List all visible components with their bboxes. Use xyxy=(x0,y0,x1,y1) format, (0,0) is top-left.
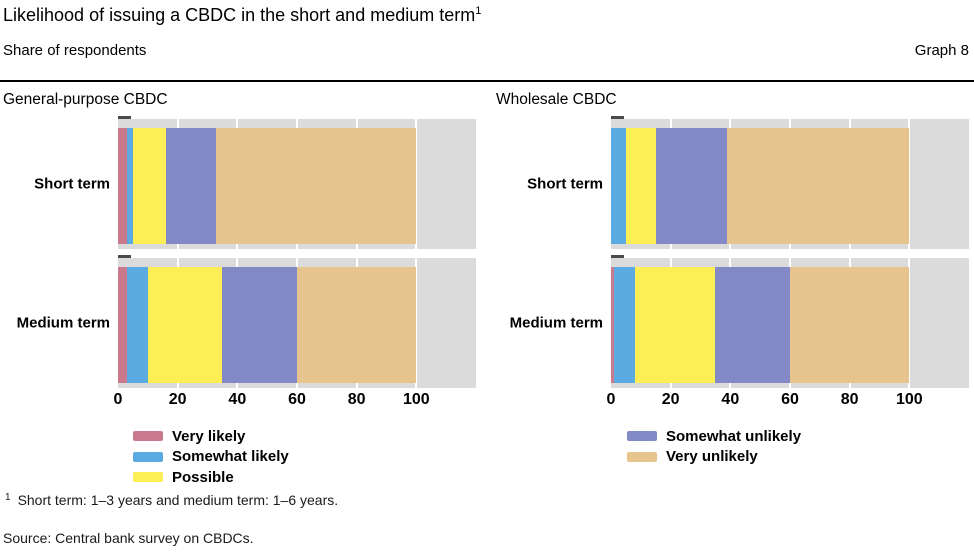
chart-general-purpose: Short term Medium term 0 20 40 60 80 100 xyxy=(17,116,476,408)
category-label: Short term xyxy=(527,175,603,193)
stacked-bar xyxy=(118,267,417,383)
bar-segment-very-likely xyxy=(118,267,127,383)
bar-segment-somewhat-likely xyxy=(126,128,133,244)
x-axis-tick-label: 60 xyxy=(288,391,306,408)
source-line: Source: Central bank survey on CBDCs. xyxy=(3,530,254,546)
bar-segment-possible xyxy=(634,267,716,383)
gridline-x100 xyxy=(415,258,418,388)
bar-segment-somewhat-unlikely xyxy=(715,267,790,383)
legend-item-very-likely: Very likely xyxy=(133,426,289,447)
x-axis-tick-label: 80 xyxy=(347,391,366,408)
x-axis-tick-label: 100 xyxy=(895,391,923,408)
header-divider xyxy=(0,80,974,82)
x-axis-tick-label: 60 xyxy=(781,391,799,408)
legend-swatch xyxy=(133,431,163,442)
bar-segment-possible xyxy=(132,128,166,244)
legend-right: Somewhat unlikely Very unlikely xyxy=(627,426,801,467)
page-title: Likelihood of issuing a CBDC in the shor… xyxy=(3,5,481,26)
bar-row-medium-term: Medium term xyxy=(510,255,969,388)
graph-number: Graph 8 xyxy=(914,42,969,59)
subtitle-share-of-respondents: Share of respondents xyxy=(3,42,147,59)
bar-segment-possible xyxy=(147,267,223,383)
legend-swatch xyxy=(627,431,657,442)
bar-segment-very-unlikely xyxy=(727,128,910,244)
bar-segment-somewhat-likely xyxy=(613,267,635,383)
bar-segment-somewhat-unlikely xyxy=(165,128,217,244)
stacked-bar xyxy=(118,128,417,244)
x-axis-tick-label: 40 xyxy=(228,391,247,408)
gridline-x100 xyxy=(415,119,418,249)
bar-segment-somewhat-likely xyxy=(126,267,148,383)
footnote-marker: 1 xyxy=(5,492,11,503)
category-label: Short term xyxy=(34,175,110,193)
x-axis: 0 20 40 60 80 100 xyxy=(607,391,969,413)
x-axis: 0 20 40 60 80 100 xyxy=(114,391,476,413)
gridline-x100 xyxy=(908,119,911,249)
panel-title-general-purpose: General-purpose CBDC xyxy=(3,91,168,108)
bar-segment-possible xyxy=(625,128,656,244)
legend-label: Somewhat likely xyxy=(172,448,289,466)
stacked-bar xyxy=(611,267,910,383)
bar-row-short-term: Short term xyxy=(34,116,476,249)
x-axis-tick-label: 0 xyxy=(606,391,616,408)
bar-segment-somewhat-likely xyxy=(611,128,626,244)
legend-swatch xyxy=(627,451,657,462)
bar-segment-very-likely xyxy=(118,128,127,244)
page-title-text: Likelihood of issuing a CBDC in the shor… xyxy=(3,5,476,25)
legend-label: Possible xyxy=(172,468,234,486)
x-axis-tick-label: 40 xyxy=(721,391,740,408)
bar-segment-very-likely xyxy=(611,267,614,383)
panel-title-wholesale: Wholesale CBDC xyxy=(496,91,617,108)
legend-swatch xyxy=(133,472,163,483)
x-axis-tick-label: 0 xyxy=(113,391,123,408)
legend-label: Very unlikely xyxy=(666,448,758,466)
x-axis-tick-label: 20 xyxy=(168,391,187,408)
bar-row-short-term: Short term xyxy=(527,116,969,249)
chart-wholesale: Short term Medium term 0 20 40 60 80 100 xyxy=(510,116,969,408)
legend-label: Somewhat unlikely xyxy=(666,427,802,445)
legend-swatch xyxy=(133,451,163,462)
title-footnote-marker: 1 xyxy=(475,5,482,17)
bar-row-medium-term: Medium term xyxy=(17,255,476,388)
legend-left: Very likely Somewhat likely Possible xyxy=(133,426,289,488)
x-axis-tick-label: 80 xyxy=(840,391,859,408)
axis-tick-dash xyxy=(611,116,624,119)
gridline-x100 xyxy=(908,258,911,388)
axis-tick-dash xyxy=(118,116,131,119)
legend-item-possible: Possible xyxy=(133,467,289,488)
bar-segment-very-unlikely xyxy=(296,267,417,383)
x-axis-tick-label: 20 xyxy=(661,391,680,408)
legend-item-very-unlikely: Very unlikely xyxy=(627,447,801,468)
footnote: 1 Short term: 1–3 years and medium term: … xyxy=(5,492,338,508)
bar-segment-somewhat-unlikely xyxy=(222,267,297,383)
bar-segment-somewhat-unlikely xyxy=(655,128,728,244)
footnote-text: Short term: 1–3 years and medium term: 1… xyxy=(17,492,339,508)
category-label: Medium term xyxy=(509,314,603,332)
legend-item-somewhat-unlikely: Somewhat unlikely xyxy=(627,426,801,447)
stacked-bar xyxy=(611,128,910,244)
legend-label: Very likely xyxy=(172,427,246,445)
bar-segment-very-unlikely xyxy=(216,128,417,244)
x-axis-tick-label: 100 xyxy=(402,391,430,408)
axis-tick-dash xyxy=(118,255,131,258)
axis-tick-dash xyxy=(611,255,624,258)
category-label: Medium term xyxy=(16,314,110,332)
legend-item-somewhat-likely: Somewhat likely xyxy=(133,447,289,468)
bar-segment-very-unlikely xyxy=(789,267,910,383)
